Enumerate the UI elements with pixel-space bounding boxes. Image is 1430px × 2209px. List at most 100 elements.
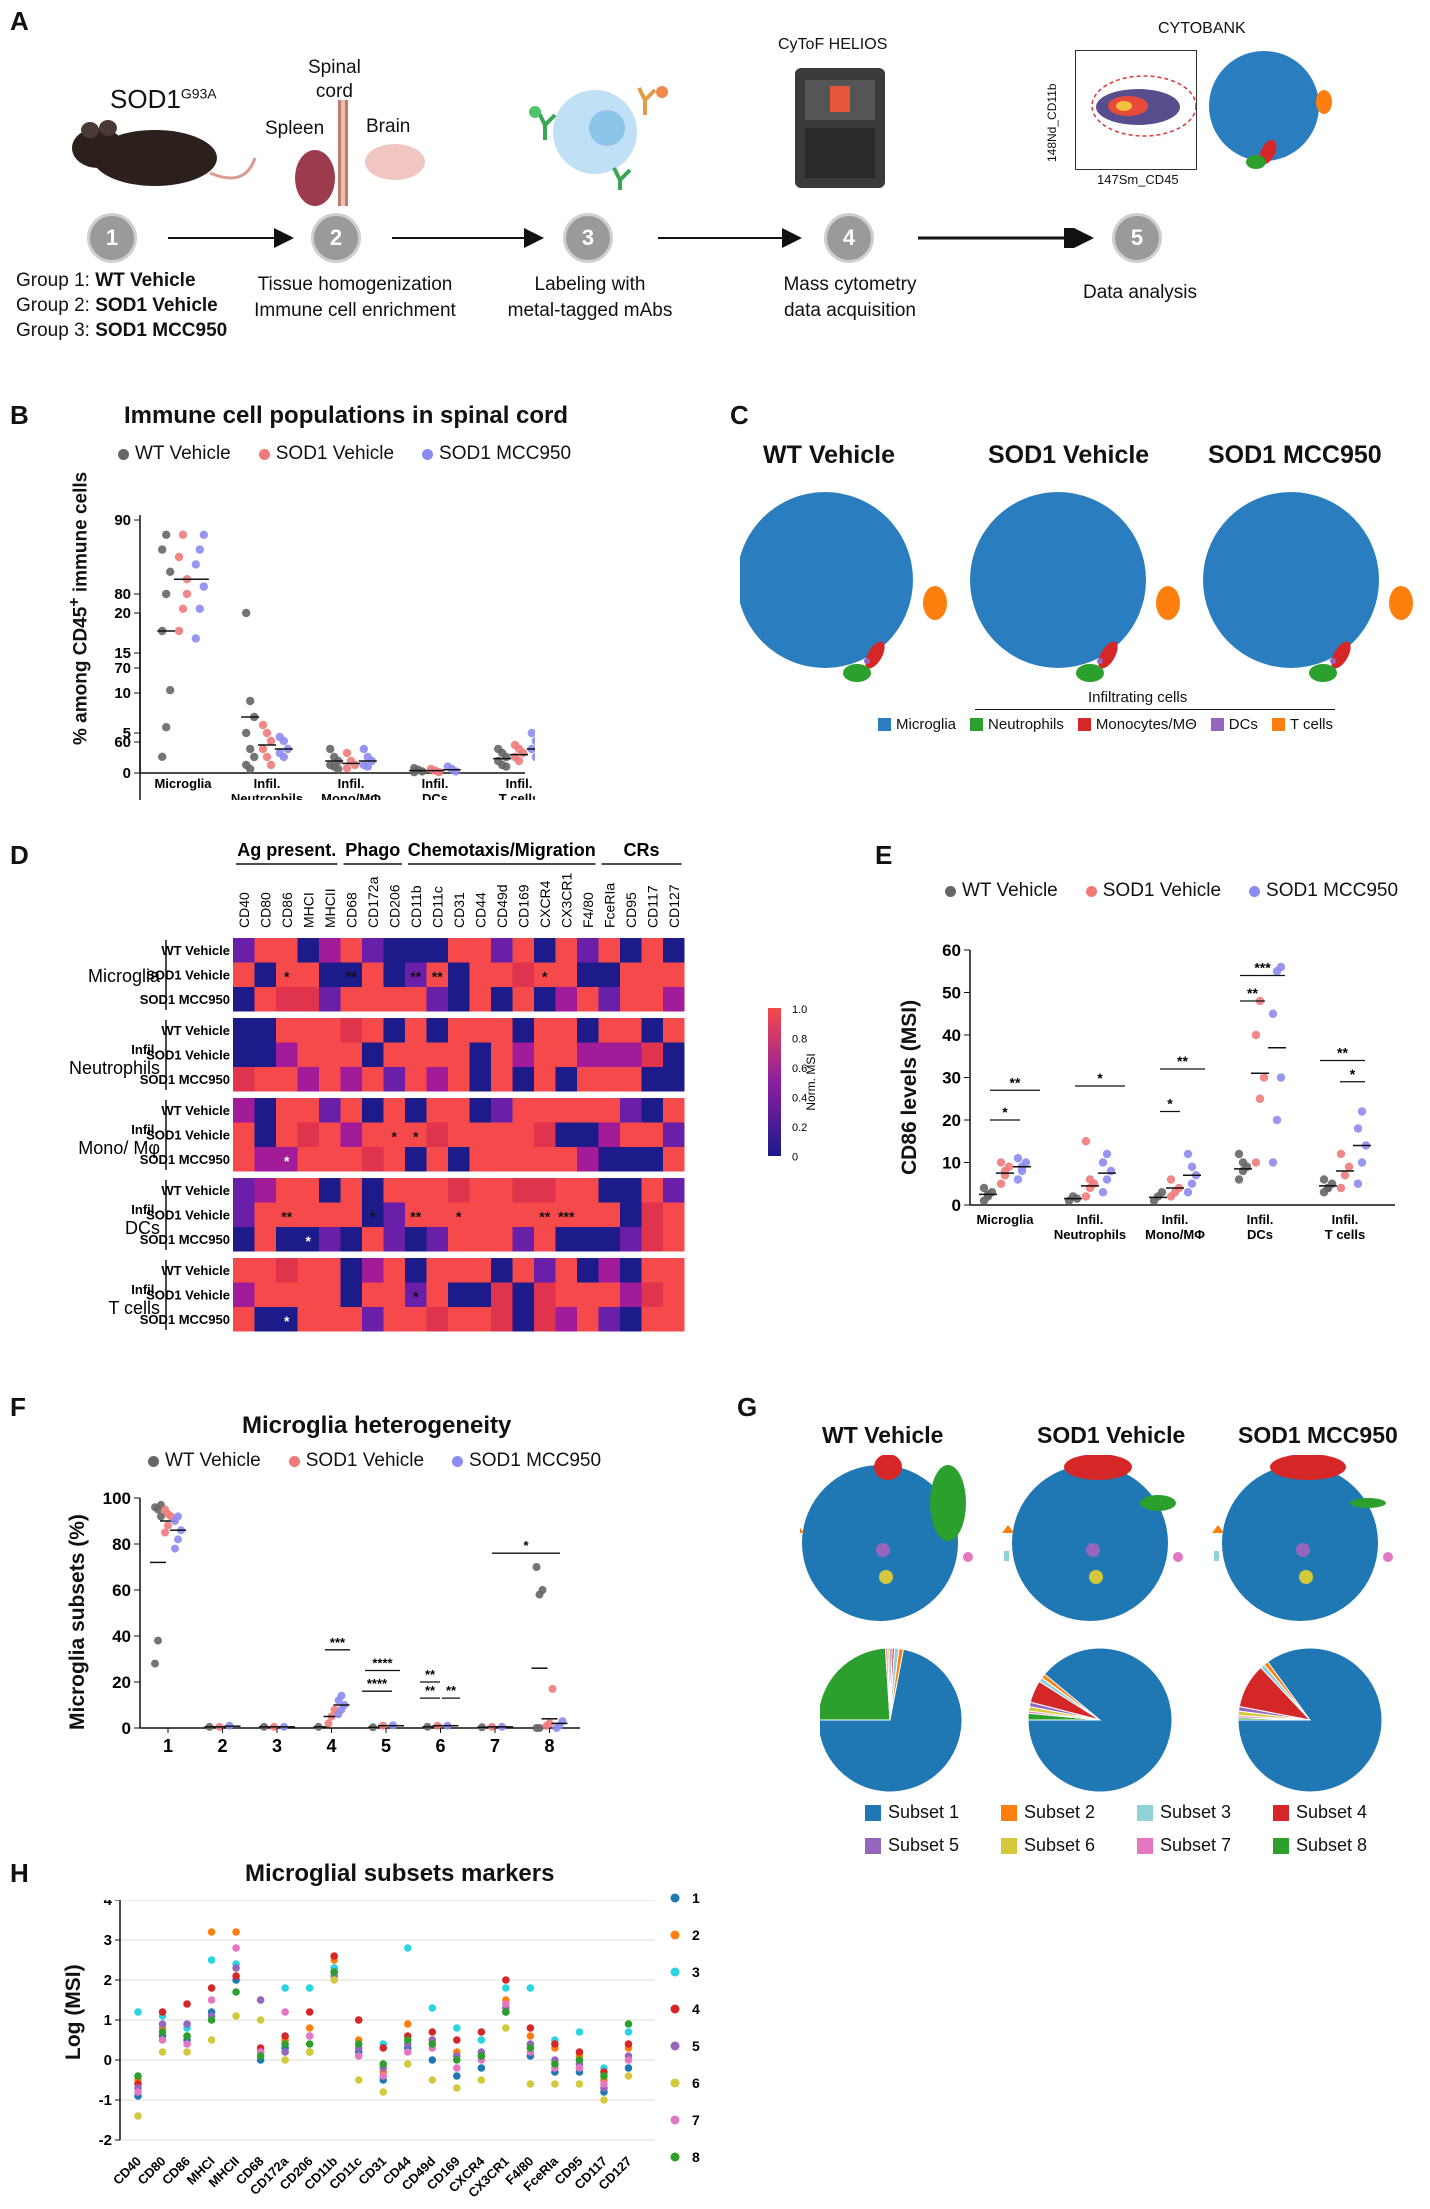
- heatmap-cell: [448, 938, 470, 963]
- heatmap-cell: [297, 1307, 319, 1332]
- heatmap-cell: [383, 1202, 405, 1227]
- neutrophil-cluster: [1076, 664, 1104, 682]
- data-point: [330, 1976, 338, 1984]
- heatmap-cell: [233, 1018, 255, 1043]
- heatmap-cell: [319, 1258, 341, 1283]
- legend-subset-8: Subset 8: [1273, 1835, 1409, 1856]
- heatmap-cell: [598, 962, 620, 987]
- neutrophil-cluster: [1309, 664, 1337, 682]
- heatmap-group-header: Phago: [345, 840, 400, 860]
- heatmap-marker-label: CD169: [515, 884, 531, 928]
- heatmap-cell: [405, 962, 427, 987]
- heatmap-marker-label: CD11c: [429, 886, 445, 928]
- data-point: [1251, 1030, 1261, 1040]
- data-point: [526, 2044, 535, 2052]
- colorbar-tick-label: 0.6: [792, 1063, 807, 1075]
- heatmap-cell: [276, 1067, 298, 1092]
- data-point: [502, 1976, 510, 1984]
- data-point: [191, 560, 200, 569]
- data-point: [1081, 1137, 1091, 1146]
- heatmap-cell: [276, 938, 298, 963]
- legend-subset-1: Subset 1: [865, 1802, 1001, 1823]
- heatmap-significance: *: [542, 969, 548, 985]
- heatmap-cell: [405, 1282, 427, 1307]
- panel-label-f: F: [10, 1392, 26, 1422]
- category-label: Mono/MΦ: [321, 791, 381, 800]
- heatmap-cell: [362, 1147, 384, 1172]
- heatmap-cell: [620, 1122, 642, 1147]
- data-point: [1251, 1158, 1261, 1167]
- data-point: [232, 1988, 240, 1996]
- heatmap-cell: [340, 1098, 362, 1123]
- data-point: [1353, 1179, 1363, 1188]
- data-point: [134, 2112, 142, 2120]
- heatmap-cell: [233, 1067, 255, 1092]
- heatmap-cell: [233, 1178, 255, 1203]
- data-point: [1272, 1115, 1282, 1125]
- heatmap-cell: [340, 1018, 362, 1043]
- heatmap-cell: [534, 1067, 556, 1092]
- heatmap-cell: [340, 1067, 362, 1092]
- data-point: [158, 2028, 167, 2036]
- heatmap-cell: [555, 1178, 577, 1203]
- data-point: [158, 2020, 167, 2028]
- tcell-cluster: [1389, 586, 1413, 620]
- data-point: [428, 2056, 437, 2064]
- tcell-cluster: [923, 586, 947, 620]
- heatmap-cell: [663, 962, 685, 987]
- data-point: [162, 723, 171, 732]
- heatmap-cell: [340, 1282, 362, 1307]
- heatmap-significance: *: [306, 1233, 312, 1249]
- data-point: [418, 767, 427, 776]
- data-point: [548, 1684, 557, 1693]
- panel-label-g: G: [737, 1392, 758, 1422]
- data-point: [979, 1183, 989, 1193]
- data-point: [354, 2076, 363, 2084]
- data-point: [183, 2032, 191, 2040]
- data-point: [164, 1510, 172, 1519]
- y-tick-label: 30: [942, 1069, 961, 1088]
- data-point: [158, 752, 167, 761]
- data-point: [428, 2028, 437, 2036]
- data-point: [207, 2016, 216, 2024]
- heatmap-cell: [555, 938, 577, 963]
- data-point: [600, 2072, 608, 2080]
- heatmap-cell: [297, 987, 319, 1012]
- subset-6-cluster: [1089, 1570, 1103, 1584]
- data-point: [624, 2040, 633, 2048]
- x-tick-label: 6: [435, 1736, 445, 1756]
- cytobank-label: CYTOBANK: [1158, 20, 1246, 37]
- data-point: [305, 2024, 314, 2032]
- heatmap-cell: [383, 1122, 405, 1147]
- y-tick-label: 1: [104, 2012, 112, 2029]
- data-point: [151, 1659, 159, 1668]
- heatmap-cell: [254, 1018, 276, 1043]
- x-tick-label: 7: [490, 1736, 500, 1756]
- data-point: [600, 2080, 608, 2088]
- heatmap-cell: [319, 1202, 341, 1227]
- infiltrating-bracket: [975, 709, 1335, 710]
- heatmap-marker-label: CD80: [257, 892, 273, 928]
- heatmap-cell: [426, 1202, 448, 1227]
- data-point: [1323, 1183, 1333, 1193]
- neutrophil-cluster: [843, 664, 871, 682]
- heatmap-cell: [663, 1227, 685, 1252]
- heatmap-cell: [319, 938, 341, 963]
- heatmap-cell: [340, 1307, 362, 1332]
- legend-subset-3: Subset 3: [1137, 1802, 1273, 1823]
- heatmap-cell: [577, 1042, 599, 1067]
- y-tick-label: 40: [942, 1026, 961, 1045]
- heatmap-cell: [577, 1178, 599, 1203]
- heatmap-row-label: SOD1 Vehicle: [146, 1208, 230, 1223]
- step-5-caption: Data analysis: [1082, 282, 1198, 303]
- data-point: [246, 696, 255, 706]
- heatmap-cell: [276, 1178, 298, 1203]
- heatmap-cell: [512, 1147, 534, 1172]
- category-label: Neutrophils: [1054, 1227, 1126, 1242]
- significance-label: *: [1002, 1104, 1008, 1120]
- heatmap-cell: [577, 938, 599, 963]
- heatmap-significance: ***: [558, 1209, 575, 1225]
- category-label: Infil.: [1162, 1212, 1189, 1227]
- heatmap-cell: [362, 1178, 384, 1203]
- gating-plot: [1075, 50, 1197, 170]
